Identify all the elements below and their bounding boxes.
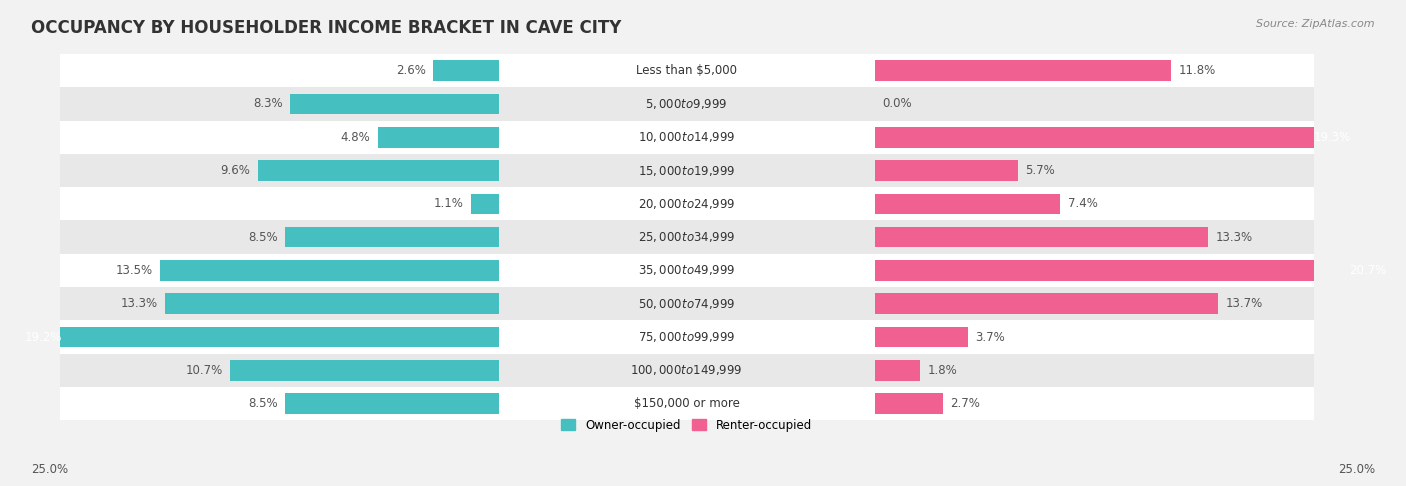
Bar: [875, 294, 1219, 314]
Bar: [59, 354, 1313, 387]
Bar: [433, 60, 499, 81]
Bar: [59, 287, 1313, 320]
Bar: [875, 394, 942, 414]
Bar: [875, 60, 1171, 81]
Bar: [875, 193, 1060, 214]
Bar: [59, 187, 1313, 221]
Text: 19.2%: 19.2%: [24, 330, 62, 344]
Bar: [59, 121, 1313, 154]
Text: $10,000 to $14,999: $10,000 to $14,999: [638, 130, 735, 144]
Bar: [285, 394, 499, 414]
Text: 2.6%: 2.6%: [396, 64, 426, 77]
Bar: [160, 260, 499, 281]
Text: Source: ZipAtlas.com: Source: ZipAtlas.com: [1257, 19, 1375, 30]
Text: 13.5%: 13.5%: [115, 264, 152, 277]
Text: 7.4%: 7.4%: [1069, 197, 1098, 210]
Bar: [59, 221, 1313, 254]
Bar: [59, 254, 1313, 287]
Text: 25.0%: 25.0%: [1339, 463, 1375, 476]
Text: Less than $5,000: Less than $5,000: [636, 64, 737, 77]
Text: 5.7%: 5.7%: [1025, 164, 1054, 177]
Bar: [378, 127, 499, 148]
Bar: [231, 360, 499, 381]
Text: 8.3%: 8.3%: [253, 97, 283, 110]
Text: 2.7%: 2.7%: [950, 397, 980, 410]
Bar: [285, 227, 499, 247]
Text: 1.8%: 1.8%: [928, 364, 957, 377]
Text: 8.5%: 8.5%: [249, 397, 278, 410]
Bar: [875, 160, 1018, 181]
Text: $100,000 to $149,999: $100,000 to $149,999: [630, 364, 742, 378]
Text: 8.5%: 8.5%: [249, 231, 278, 243]
Text: 0.0%: 0.0%: [883, 97, 912, 110]
Text: 1.1%: 1.1%: [433, 197, 464, 210]
Bar: [471, 193, 499, 214]
Text: $35,000 to $49,999: $35,000 to $49,999: [638, 263, 735, 278]
Bar: [875, 227, 1208, 247]
Text: $50,000 to $74,999: $50,000 to $74,999: [638, 297, 735, 311]
Text: 10.7%: 10.7%: [186, 364, 222, 377]
Text: 13.3%: 13.3%: [1216, 231, 1253, 243]
Bar: [290, 93, 499, 114]
Bar: [59, 154, 1313, 187]
Text: $15,000 to $19,999: $15,000 to $19,999: [638, 163, 735, 177]
Bar: [59, 387, 1313, 420]
Bar: [17, 327, 499, 347]
Text: 13.3%: 13.3%: [121, 297, 157, 310]
Text: $5,000 to $9,999: $5,000 to $9,999: [645, 97, 728, 111]
Bar: [165, 294, 499, 314]
Text: 4.8%: 4.8%: [340, 131, 371, 144]
Bar: [875, 360, 920, 381]
Text: OCCUPANCY BY HOUSEHOLDER INCOME BRACKET IN CAVE CITY: OCCUPANCY BY HOUSEHOLDER INCOME BRACKET …: [31, 19, 621, 37]
Text: 13.7%: 13.7%: [1226, 297, 1263, 310]
Text: $150,000 or more: $150,000 or more: [634, 397, 740, 410]
Bar: [59, 320, 1313, 354]
Text: $25,000 to $34,999: $25,000 to $34,999: [638, 230, 735, 244]
Text: $75,000 to $99,999: $75,000 to $99,999: [638, 330, 735, 344]
Bar: [875, 327, 967, 347]
Bar: [875, 260, 1393, 281]
Legend: Owner-occupied, Renter-occupied: Owner-occupied, Renter-occupied: [557, 414, 817, 436]
Bar: [257, 160, 499, 181]
Text: 11.8%: 11.8%: [1178, 64, 1216, 77]
Text: 19.3%: 19.3%: [1315, 131, 1351, 144]
Text: 25.0%: 25.0%: [31, 463, 67, 476]
Bar: [59, 87, 1313, 121]
Text: 3.7%: 3.7%: [976, 330, 1005, 344]
Bar: [59, 54, 1313, 87]
Text: 20.7%: 20.7%: [1350, 264, 1386, 277]
Bar: [875, 127, 1358, 148]
Text: $20,000 to $24,999: $20,000 to $24,999: [638, 197, 735, 211]
Text: 9.6%: 9.6%: [221, 164, 250, 177]
